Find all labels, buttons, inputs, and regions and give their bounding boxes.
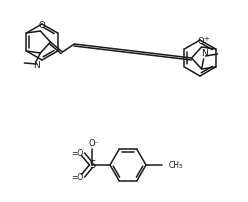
Text: O: O — [38, 21, 45, 31]
Text: =O: =O — [71, 173, 83, 182]
Text: N: N — [33, 61, 40, 70]
Text: CH₃: CH₃ — [169, 161, 183, 169]
Text: S: S — [89, 160, 95, 170]
Text: =O: =O — [71, 148, 83, 158]
Text: N: N — [201, 49, 208, 59]
Text: O⁻: O⁻ — [89, 140, 99, 148]
Text: O: O — [197, 38, 204, 46]
Text: +: + — [204, 36, 210, 42]
